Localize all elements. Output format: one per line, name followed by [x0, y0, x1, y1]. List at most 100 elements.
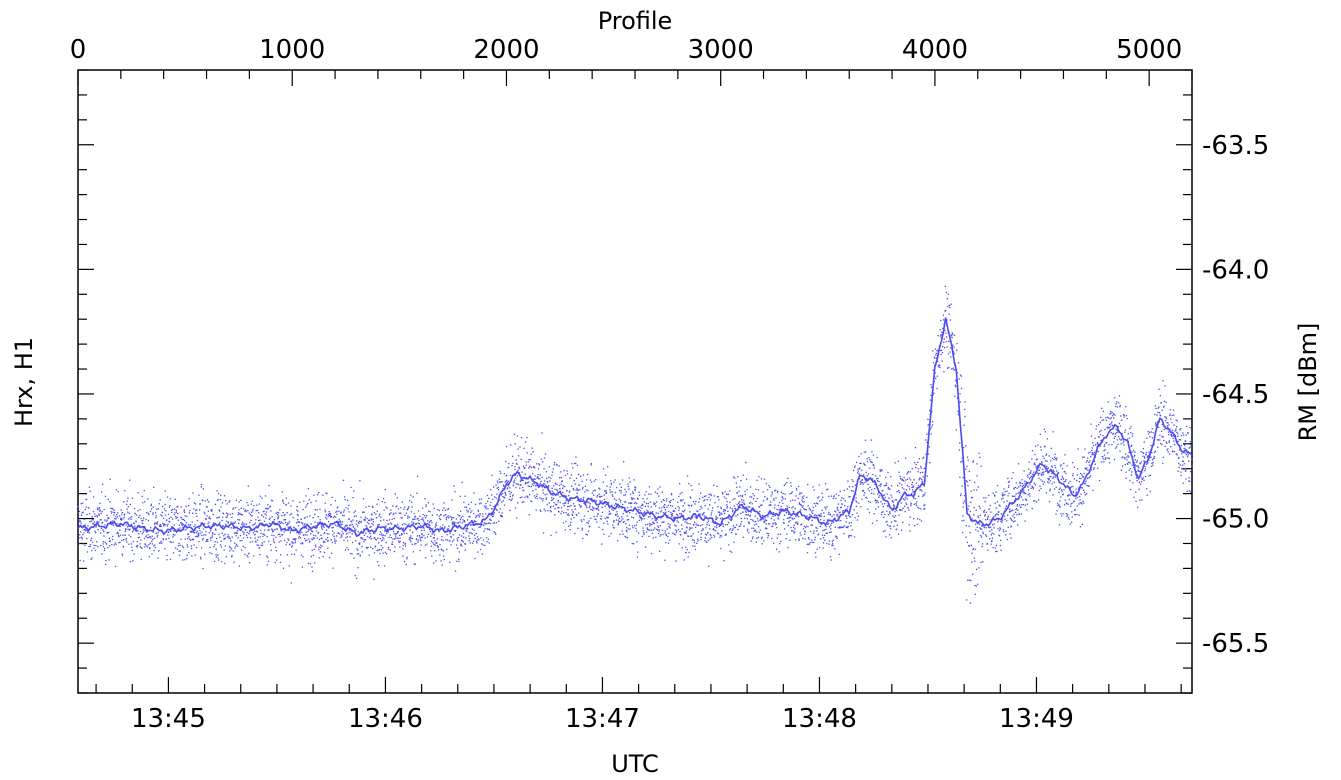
- scatter-point: [448, 525, 450, 527]
- scatter-point: [815, 526, 817, 529]
- scatter-point: [319, 519, 321, 521]
- scatter-point: [584, 504, 587, 506]
- scatter-point: [584, 491, 586, 493]
- scatter-point: [951, 332, 953, 334]
- scatter-point: [902, 521, 904, 523]
- scatter-point: [110, 510, 112, 513]
- scatter-point: [489, 518, 491, 520]
- scatter-point: [425, 523, 427, 525]
- scatter-point: [480, 502, 482, 504]
- scatter-point: [920, 489, 922, 491]
- scatter-point: [969, 510, 971, 513]
- scatter-point: [1015, 508, 1017, 511]
- scatter-point: [1108, 423, 1111, 426]
- scatter-point: [1110, 423, 1112, 425]
- scatter-point: [1039, 485, 1041, 487]
- scatter-point: [767, 489, 769, 491]
- scatter-point: [1002, 530, 1005, 533]
- scatter-point: [1089, 476, 1091, 478]
- scatter-point: [193, 544, 195, 546]
- scatter-point: [1076, 505, 1079, 507]
- scatter-point: [813, 530, 815, 532]
- scatter-point: [388, 546, 390, 548]
- scatter-point: [340, 512, 342, 514]
- top-tick-label: 1000: [259, 35, 325, 65]
- scatter-point: [610, 483, 613, 486]
- scatter-point: [272, 538, 275, 540]
- scatter-point: [630, 497, 633, 499]
- scatter-point: [286, 554, 288, 556]
- scatter-point: [782, 498, 784, 500]
- scatter-point: [203, 511, 205, 513]
- scatter-point: [1119, 438, 1121, 440]
- scatter-point: [765, 482, 767, 485]
- scatter-point: [254, 537, 256, 539]
- scatter-point: [767, 535, 769, 537]
- scatter-point: [250, 511, 253, 513]
- scatter-point: [471, 528, 474, 530]
- scatter-point: [630, 502, 632, 504]
- scatter-point: [454, 491, 456, 493]
- scatter-point: [133, 553, 135, 555]
- scatter-point: [421, 534, 423, 536]
- scatter-point: [446, 548, 448, 551]
- scatter-point: [533, 465, 535, 468]
- scatter-point: [123, 513, 126, 515]
- scatter-point: [1042, 455, 1044, 457]
- scatter-point: [631, 502, 633, 504]
- scatter-point: [826, 506, 828, 508]
- scatter-point: [1061, 475, 1063, 478]
- scatter-point: [845, 515, 848, 517]
- scatter-point: [974, 560, 976, 562]
- scatter-point: [283, 519, 285, 521]
- scatter-point: [490, 501, 492, 504]
- scatter-point: [876, 500, 878, 502]
- scatter-point: [390, 522, 392, 524]
- scatter-point: [522, 479, 524, 481]
- scatter-point: [411, 521, 413, 523]
- scatter-point: [363, 511, 365, 513]
- scatter-point: [916, 518, 919, 520]
- scatter-point: [851, 479, 853, 481]
- scatter-point: [445, 514, 447, 516]
- scatter-point: [211, 532, 214, 534]
- scatter-point: [719, 514, 721, 516]
- scatter-point: [682, 505, 684, 507]
- scatter-point: [765, 519, 767, 521]
- scatter-point: [432, 537, 435, 539]
- scatter-point: [430, 550, 432, 552]
- scatter-point: [376, 503, 378, 505]
- scatter-point: [713, 484, 715, 486]
- scatter-point: [974, 593, 976, 595]
- scatter-point: [1118, 422, 1120, 425]
- scatter-point: [737, 528, 739, 531]
- scatter-point: [1113, 441, 1115, 443]
- scatter-point: [519, 497, 521, 499]
- scatter-point: [810, 509, 812, 511]
- scatter-point: [1083, 489, 1085, 492]
- scatter-point: [167, 513, 170, 515]
- scatter-point: [83, 532, 85, 534]
- scatter-point: [432, 542, 434, 544]
- scatter-point: [236, 532, 238, 535]
- scatter-point: [154, 546, 156, 549]
- scatter-point: [364, 518, 366, 520]
- scatter-point: [842, 509, 844, 512]
- scatter-point: [1019, 506, 1021, 508]
- scatter-point: [169, 505, 171, 507]
- scatter-point: [1094, 437, 1096, 439]
- scatter-point: [109, 545, 111, 547]
- scatter-point: [1054, 467, 1057, 469]
- scatter-point: [1011, 477, 1013, 479]
- scatter-point: [1107, 417, 1110, 419]
- scatter-point: [238, 501, 240, 503]
- scatter-point: [201, 534, 203, 537]
- scatter-point: [439, 543, 441, 546]
- scatter-point: [382, 534, 384, 536]
- scatter-point: [862, 490, 864, 492]
- scatter-point: [237, 537, 239, 539]
- scatter-point: [361, 551, 363, 553]
- scatter-point: [710, 514, 712, 516]
- scatter-point: [1053, 488, 1056, 490]
- scatter-point: [821, 534, 824, 536]
